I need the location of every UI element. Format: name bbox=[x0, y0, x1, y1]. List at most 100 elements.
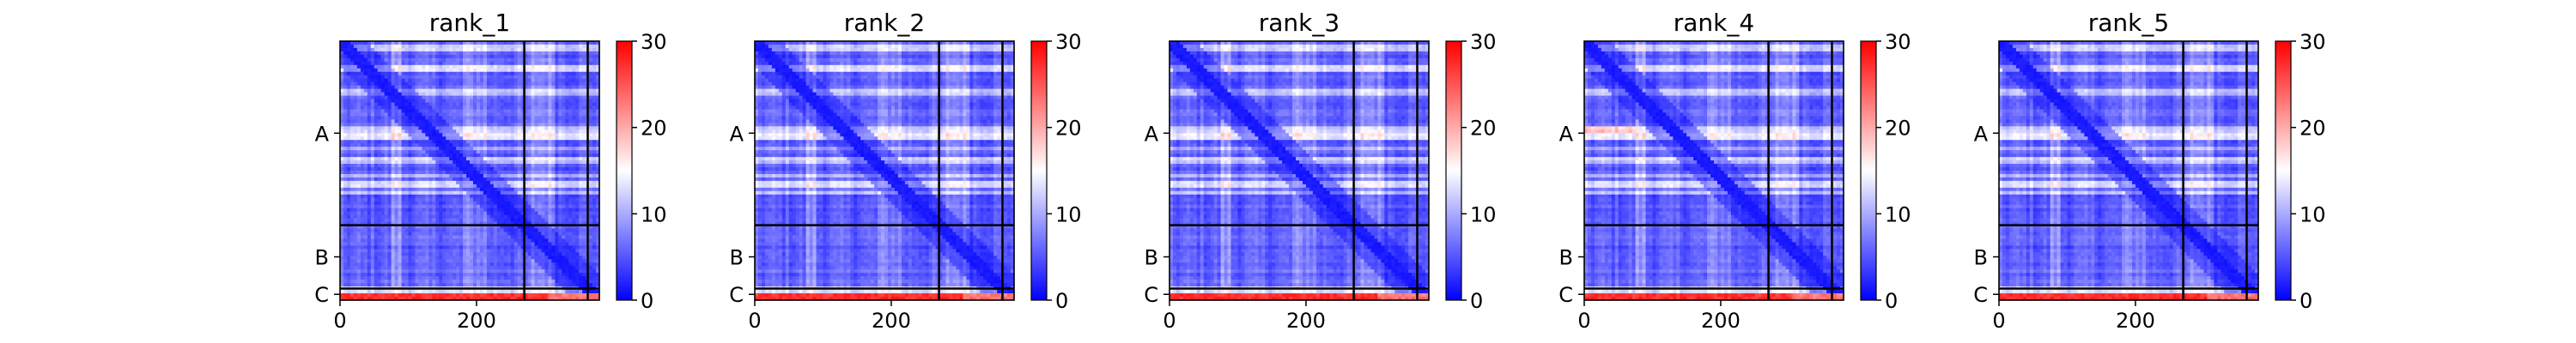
heatmap-cell bbox=[520, 85, 526, 90]
heatmap-cell bbox=[432, 194, 436, 199]
heatmap-cell bbox=[470, 214, 474, 220]
heatmap-cell bbox=[449, 221, 453, 226]
heatmap-cell bbox=[496, 71, 501, 76]
heatmap-cell bbox=[565, 238, 569, 244]
heatmap-cell bbox=[428, 129, 433, 134]
heatmap-cell bbox=[527, 95, 532, 100]
heatmap-cell bbox=[496, 177, 501, 182]
heatmap-cell bbox=[377, 85, 382, 90]
heatmap-cell bbox=[489, 259, 495, 263]
heatmap-cell bbox=[353, 194, 358, 199]
heatmap-cell bbox=[408, 157, 413, 161]
heatmap-cell bbox=[520, 232, 526, 237]
heatmap-cell bbox=[418, 256, 422, 260]
heatmap-cell bbox=[439, 85, 443, 90]
heatmap-cell bbox=[565, 157, 569, 161]
heatmap-cell bbox=[568, 126, 573, 130]
heatmap-cell bbox=[394, 126, 399, 130]
heatmap-cell bbox=[459, 99, 464, 104]
heatmap-cell bbox=[370, 54, 375, 59]
heatmap-cell bbox=[470, 92, 474, 97]
heatmap-cell bbox=[486, 61, 491, 66]
heatmap-cell bbox=[346, 88, 351, 93]
heatmap-cell bbox=[500, 228, 505, 233]
heatmap-cell bbox=[579, 221, 583, 226]
heatmap-cell bbox=[415, 116, 419, 120]
heatmap-cell bbox=[459, 245, 464, 250]
heatmap-cell bbox=[404, 126, 410, 130]
heatmap-cell bbox=[548, 41, 552, 45]
heatmap-cell bbox=[589, 85, 593, 90]
heatmap-cell bbox=[363, 167, 368, 172]
heatmap-cell bbox=[370, 160, 375, 165]
heatmap-cell bbox=[527, 232, 532, 237]
heatmap-cell bbox=[380, 64, 386, 69]
heatmap-cell bbox=[343, 245, 348, 250]
heatmap-cell bbox=[418, 126, 422, 130]
heatmap-cell bbox=[377, 190, 382, 196]
heatmap-cell bbox=[503, 221, 508, 226]
heatmap-cell bbox=[544, 129, 549, 134]
heatmap-cell bbox=[374, 105, 379, 111]
heatmap-cell bbox=[415, 44, 419, 49]
heatmap-cell bbox=[422, 109, 426, 114]
heatmap-cell bbox=[558, 164, 562, 168]
heatmap-cell bbox=[346, 81, 351, 87]
heatmap-cell bbox=[453, 112, 457, 117]
heatmap-cell bbox=[343, 256, 348, 260]
heatmap-cell bbox=[418, 147, 422, 151]
heatmap-cell bbox=[425, 81, 429, 87]
heatmap-cell bbox=[363, 126, 368, 130]
heatmap-cell bbox=[513, 136, 519, 141]
heatmap-cell bbox=[510, 173, 515, 178]
heatmap-cell bbox=[360, 61, 365, 66]
heatmap-cell bbox=[360, 116, 365, 120]
heatmap-cell bbox=[500, 71, 505, 76]
heatmap-cell bbox=[524, 116, 529, 120]
heatmap-cell bbox=[453, 214, 457, 220]
heatmap-cell bbox=[343, 211, 348, 216]
heatmap-cell bbox=[425, 190, 429, 196]
heatmap-cell bbox=[596, 68, 600, 73]
heatmap-cell bbox=[449, 116, 453, 120]
heatmap-cell bbox=[340, 126, 344, 130]
heatmap-cell bbox=[428, 190, 433, 196]
heatmap-cell bbox=[463, 190, 467, 196]
heatmap-cell bbox=[534, 259, 539, 263]
heatmap-cell bbox=[551, 256, 556, 260]
heatmap-cell bbox=[483, 41, 488, 45]
heatmap-cell bbox=[472, 153, 477, 158]
heatmap-cell bbox=[520, 57, 526, 63]
heatmap-cell bbox=[562, 177, 566, 182]
heatmap-cell bbox=[507, 238, 512, 244]
heatmap-cell bbox=[363, 194, 368, 199]
heatmap-cell bbox=[453, 71, 457, 76]
heatmap-cell bbox=[592, 177, 597, 182]
heatmap-cell bbox=[520, 180, 526, 185]
heatmap-cell bbox=[363, 116, 368, 120]
heatmap-cell bbox=[367, 126, 372, 130]
heatmap-cell bbox=[459, 262, 464, 267]
heatmap-cell bbox=[463, 95, 467, 100]
heatmap-cell bbox=[541, 119, 546, 123]
heatmap-cell bbox=[476, 153, 481, 158]
heatmap-cell bbox=[384, 143, 389, 147]
heatmap-cell bbox=[513, 180, 519, 185]
heatmap-cell bbox=[548, 197, 552, 202]
heatmap-cell bbox=[493, 99, 498, 104]
heatmap-cell bbox=[404, 109, 410, 114]
heatmap-cell bbox=[422, 85, 426, 90]
heatmap-cell bbox=[442, 129, 447, 134]
heatmap-cell bbox=[439, 153, 443, 158]
heatmap-cell bbox=[380, 160, 386, 165]
heatmap-cell bbox=[503, 136, 508, 141]
heatmap-cell bbox=[346, 54, 351, 59]
heatmap-cell bbox=[404, 173, 410, 178]
heatmap-cell bbox=[538, 252, 543, 256]
heatmap-cell bbox=[548, 225, 552, 230]
heatmap-cell bbox=[517, 245, 522, 250]
heatmap-cell bbox=[500, 44, 505, 49]
heatmap-cell bbox=[551, 187, 556, 192]
heatmap-cell bbox=[453, 221, 457, 226]
heatmap-cell bbox=[513, 147, 519, 151]
